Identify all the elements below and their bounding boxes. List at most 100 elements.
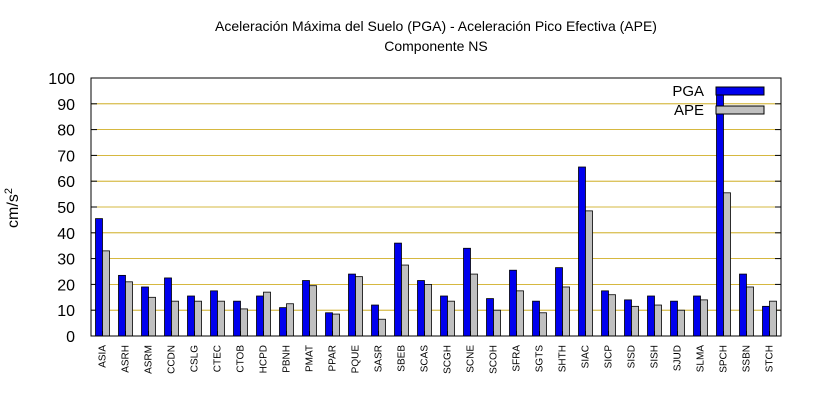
bar-ape-sasr: [378, 318, 386, 337]
legend-swatch-ape: [715, 105, 765, 115]
bar-pga-scne: [463, 247, 471, 337]
bar-ape-sfra: [516, 290, 524, 337]
bar-pga-ccdn: [164, 277, 172, 337]
bar-pga-hcpd: [256, 295, 264, 337]
x-tick-label: ASIA: [98, 345, 109, 368]
bar-pga-asrm: [141, 286, 149, 337]
x-tick-label: SIAC: [581, 345, 592, 368]
bar-ape-asia: [102, 250, 110, 337]
bar-ape-sbeb: [401, 264, 409, 337]
x-tick-label: SFRA: [512, 345, 523, 372]
y-axis-ticks: 0 10 20 30 40 50 60 70 80 90 100: [48, 71, 781, 346]
bar-ape-sish: [654, 304, 662, 337]
x-tick-label: CSLG: [190, 345, 201, 372]
x-tick-label: SBEB: [397, 345, 408, 372]
x-tick-label: PPAR: [328, 345, 339, 372]
grid-lines: [91, 103, 781, 311]
y-tick-label: 30: [57, 252, 75, 269]
x-tick-label: PBNH: [282, 345, 293, 373]
x-tick-label: SISH: [650, 345, 661, 368]
bar-pga-sbeb: [394, 242, 402, 337]
bar-pga-siac: [578, 166, 586, 337]
bar-pga-pmat: [302, 280, 310, 337]
bar-pga-pbnh: [279, 307, 287, 337]
bar-ape-shth: [562, 286, 570, 337]
x-tick-label: PMAT: [305, 345, 316, 372]
bar-pga-sfra: [509, 269, 517, 337]
bar-ape-ctec: [217, 300, 225, 337]
bar-ape-cslg: [194, 300, 202, 337]
plot-frame: [90, 77, 782, 337]
x-tick-label: ASRM: [144, 345, 155, 374]
bar-pga-sgts: [532, 300, 540, 337]
bar-pga-shth: [555, 267, 563, 337]
legend-label-pga: PGA: [672, 83, 704, 100]
bar-ape-sicp: [608, 294, 616, 337]
y-tick-label: 70: [57, 148, 75, 165]
bar-ape-ccdn: [171, 300, 179, 337]
y-axis-label: cm/s2: [3, 188, 22, 228]
bar-pga-scgh: [440, 295, 448, 337]
legend-swatch-pga: [715, 86, 765, 96]
x-axis-labels: ASIA ASRH ASRM CCDN CSLG CTEC CTOB HCPD PBNH PMAT…: [98, 331, 776, 374]
bar-ape-sisd: [631, 305, 639, 337]
legend-label-ape: APE: [674, 102, 704, 119]
x-tick-label: SPCH: [719, 345, 730, 373]
bar-ape-scne: [470, 273, 478, 337]
bar-pga-sicp: [601, 290, 609, 337]
x-tick-label: SCNE: [466, 345, 477, 373]
bar-pga-ctec: [210, 290, 218, 337]
y-tick-label: 10: [57, 303, 75, 320]
bar-ape-scas: [424, 283, 432, 337]
bar-pga-scas: [417, 280, 425, 337]
x-tick-label: SHTH: [558, 345, 569, 372]
bar-pga-stch: [762, 305, 770, 337]
y-tick-label: 100: [48, 71, 75, 88]
x-tick-label: PQUE: [351, 345, 362, 374]
bar-pga-asrh: [118, 274, 126, 337]
x-tick-label: SJUD: [673, 345, 684, 371]
bar-ape-sgts: [539, 312, 547, 337]
y-tick-label: 90: [57, 97, 75, 114]
x-tick-label: SISD: [627, 345, 638, 368]
bar-pga-spch: [716, 94, 724, 337]
bar-pga-ppar: [325, 312, 333, 337]
bar-pga-sasr: [371, 304, 379, 337]
bar-ape-pbnh: [286, 303, 294, 337]
x-tick-label: HCPD: [259, 345, 270, 373]
bar-pga-sjud: [670, 300, 678, 337]
x-tick-label: STCH: [765, 345, 776, 372]
bar-ape-scgh: [447, 300, 455, 337]
bar-pga-asia: [95, 218, 103, 337]
y-tick-label: 50: [57, 200, 75, 217]
bars: [95, 94, 777, 337]
legend: PGA APE: [672, 83, 765, 119]
bar-ape-ssbn: [746, 286, 754, 337]
chart-subtitle: Componente NS: [384, 38, 488, 54]
y-tick-label: 80: [57, 123, 75, 140]
bar-pga-sisd: [624, 299, 632, 337]
x-tick-label: SGTS: [535, 345, 546, 373]
x-tick-label: CTEC: [213, 345, 224, 372]
x-tick-label: SCOH: [489, 345, 500, 374]
x-tick-label: SCAS: [420, 345, 431, 373]
x-tick-label: SLMA: [696, 345, 707, 373]
bar-pga-ctob: [233, 300, 241, 337]
x-tick-label: SSBN: [742, 345, 753, 372]
x-tick-label: CTOB: [236, 345, 247, 373]
x-tick-label: SCGH: [443, 345, 454, 374]
bar-ape-hcpd: [263, 291, 271, 337]
bar-ape-asrh: [125, 281, 133, 337]
bar-pga-cslg: [187, 295, 195, 337]
bar-ape-slma: [700, 299, 708, 337]
bar-pga-pque: [348, 273, 356, 337]
bar-ape-ppar: [332, 313, 340, 337]
x-tick-label: CCDN: [167, 345, 178, 374]
bar-ape-sjud: [677, 309, 685, 337]
x-tick-label: SICP: [604, 345, 615, 369]
bar-pga-slma: [693, 295, 701, 337]
y-tick-label: 20: [57, 277, 75, 294]
x-tick-label: ASRH: [121, 345, 132, 373]
bar-pga-scoh: [486, 298, 494, 337]
bar-ape-pmat: [309, 285, 317, 337]
